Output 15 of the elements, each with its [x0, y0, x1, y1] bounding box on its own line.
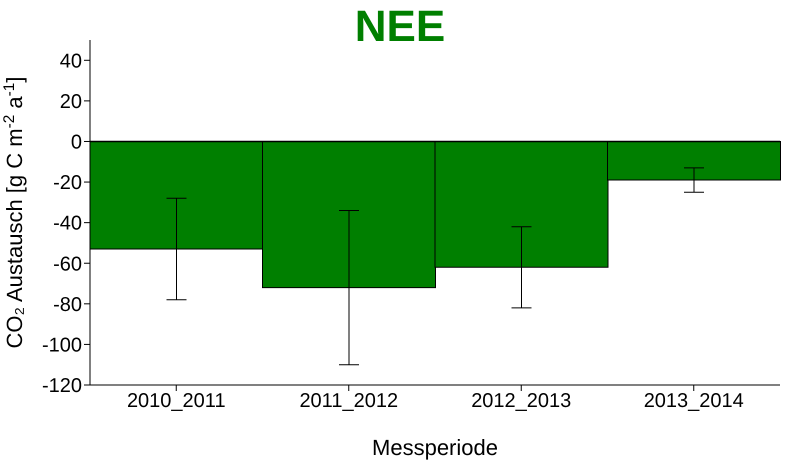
x-axis-title: Messperiode: [372, 435, 498, 460]
y-tick-label: 20: [60, 90, 82, 113]
x-tick-label: 2010_2011: [126, 390, 226, 412]
chart-title: NEE: [354, 2, 446, 52]
x-tick-label: 2013_2014: [644, 390, 744, 412]
y-tick-label: -20: [53, 172, 82, 194]
y-tick-label: -100: [42, 334, 82, 357]
y-tick-label: 40: [60, 50, 82, 72]
y-tick-label: -40: [53, 212, 82, 235]
x-tick-label: 2011_2012: [299, 390, 398, 412]
y-tick-label: -80: [53, 294, 82, 316]
y-tick-label: -60: [53, 253, 82, 276]
x-tick-label: 2012_2013: [471, 390, 572, 412]
y-tick-label: -120: [42, 375, 82, 398]
y-tick-label: 0: [70, 132, 82, 154]
